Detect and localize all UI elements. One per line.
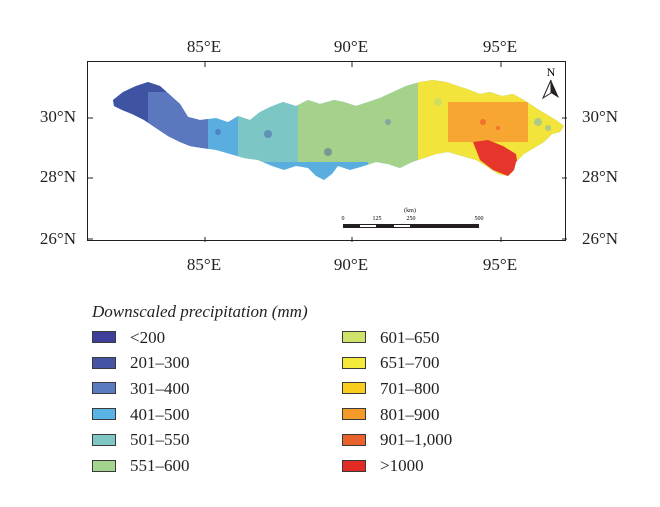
scale-bar-unit: (km) — [404, 207, 416, 214]
legend-label: 401–500 — [130, 404, 190, 424]
legend-label: 901–1,000 — [380, 430, 453, 450]
lat-label-right-28: 28°N — [582, 167, 619, 186]
lon-label-top-85: 85°E — [186, 37, 222, 56]
legend-item: 651–700 — [342, 354, 440, 372]
frame-ticks — [88, 62, 567, 242]
legend-item: <200 — [92, 328, 165, 346]
scale-bar-tick-label: 250 — [407, 216, 416, 222]
scale-bar-tick-label: 0 — [342, 216, 345, 222]
legend-label: >1000 — [380, 456, 424, 475]
scale-bar-tick-label: 125 — [373, 216, 382, 222]
north-arrow-label: N — [547, 65, 556, 79]
lat-label-left-30: 30°N — [39, 107, 76, 126]
legend-label: 651–700 — [380, 353, 440, 373]
legend-swatch — [92, 331, 116, 343]
legend-swatch — [342, 382, 366, 395]
legend-swatch — [92, 433, 116, 446]
legend-label: 601–650 — [380, 327, 440, 347]
legend-swatch — [92, 408, 116, 421]
legend-label: 501–550 — [130, 430, 190, 450]
lat-label-left-28: 28°N — [39, 167, 76, 186]
legend-label: 801–900 — [380, 404, 440, 424]
legend-item: 601–650 — [342, 328, 440, 346]
lon-label-top-95: 95°E — [482, 37, 518, 56]
legend-label: 551–600 — [130, 456, 190, 475]
legend-item: 551–600 — [92, 457, 190, 475]
lat-label-right-30: 30°N — [582, 107, 619, 126]
legend-swatch — [342, 408, 366, 421]
north-arrow: N — [541, 65, 559, 100]
legend-item: 201–300 — [92, 354, 190, 372]
lon-label-bottom-95: 95°E — [482, 255, 518, 274]
legend-label: 701–800 — [380, 378, 440, 398]
lon-label-bottom-85: 85°E — [186, 255, 222, 274]
basin-area — [113, 80, 564, 180]
lat-label-left-26: 26°N — [39, 229, 76, 248]
legend-swatch — [342, 331, 366, 343]
legend-item: 301–400 — [92, 379, 190, 397]
legend-swatch — [92, 459, 116, 472]
precipitation-map: N (km) 0 125 250 500 — [88, 62, 567, 242]
scale-bar-tick-label: 500 — [475, 216, 484, 222]
legend-item: 701–800 — [342, 379, 440, 397]
legend-item: 901–1,000 — [342, 431, 452, 449]
legend-swatch — [342, 433, 366, 446]
legend-swatch — [92, 356, 116, 369]
legend-item: >1000 — [342, 457, 424, 475]
legend-item: 501–550 — [92, 431, 190, 449]
legend-label: 201–300 — [130, 353, 190, 373]
legend-label: <200 — [130, 327, 166, 347]
legend-swatch — [342, 459, 366, 472]
legend-item: 801–900 — [342, 405, 440, 423]
legend-swatch — [92, 382, 116, 395]
lon-label-top-90: 90°E — [333, 37, 369, 56]
legend-label: 301–400 — [130, 378, 190, 398]
lat-label-right-26: 26°N — [582, 229, 619, 248]
legend-item: 401–500 — [92, 405, 190, 423]
map-frame: N (km) 0 125 250 500 — [87, 61, 567, 242]
legend-title: Downscaled precipitation (mm) — [92, 302, 308, 321]
legend-swatch — [342, 356, 366, 369]
scale-bar: (km) 0 125 250 500 — [342, 207, 484, 228]
lon-label-bottom-90: 90°E — [333, 255, 369, 274]
